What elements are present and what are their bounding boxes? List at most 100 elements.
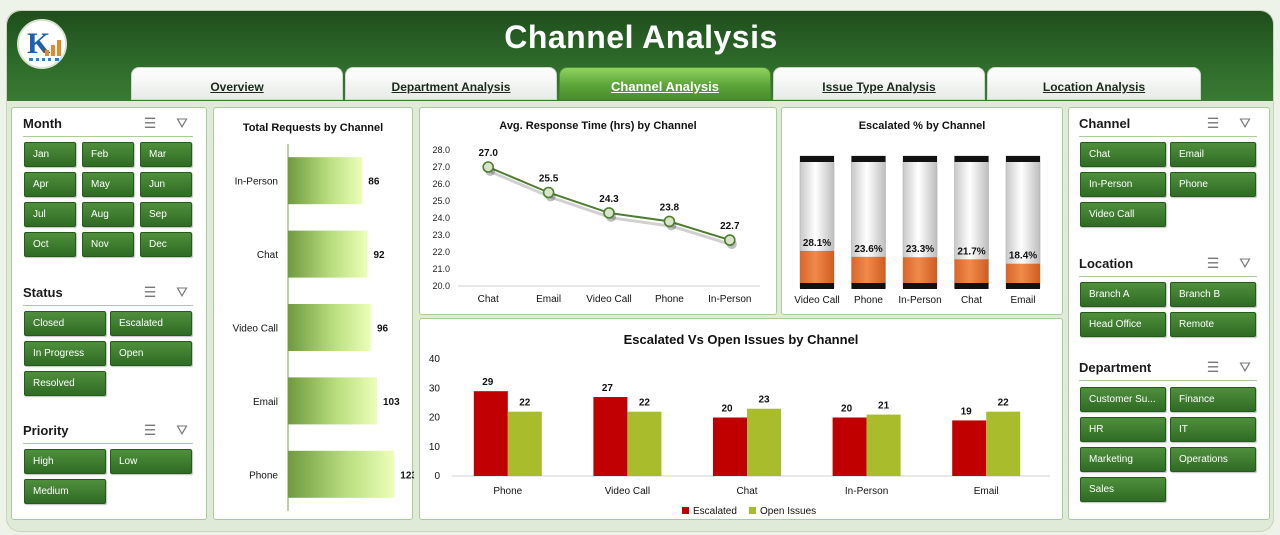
channel-chip[interactable]: Chat [1080, 142, 1166, 167]
category-label: In-Person [845, 486, 888, 497]
channel-chip[interactable]: Video Call [1080, 202, 1166, 227]
clear-filter-icon[interactable]: ⛛ [176, 115, 188, 131]
multi-select-icon[interactable]: ☰ [1206, 359, 1220, 375]
y-tick-label: 21.0 [432, 264, 450, 274]
month-chip[interactable]: Jun [140, 172, 192, 197]
data-label: 21 [878, 401, 890, 412]
clear-filter-icon[interactable]: ⛛ [1239, 115, 1251, 131]
category-label: Email [536, 294, 561, 305]
clear-filter-icon[interactable]: ⛛ [1239, 359, 1251, 375]
dashboard-frame: K Channel Analysis Overview Department A… [6, 10, 1274, 532]
multi-select-icon[interactable]: ☰ [143, 115, 157, 131]
multi-select-icon[interactable]: ☰ [1206, 255, 1220, 271]
department-chip[interactable]: Marketing [1080, 447, 1166, 472]
chart-title: Total Requests by Channel [242, 122, 384, 134]
multi-select-icon[interactable]: ☰ [1206, 115, 1220, 131]
tab-issue-type-analysis[interactable]: Issue Type Analysis [773, 67, 985, 100]
y-tick-label: 25.0 [432, 196, 450, 206]
category-label: Chat [961, 295, 982, 306]
month-chip[interactable]: Dec [140, 232, 192, 257]
data-label: 19 [961, 406, 973, 417]
data-label: 22 [639, 398, 651, 409]
department-chip[interactable]: IT [1170, 417, 1256, 442]
category-label: Phone [854, 295, 883, 306]
bar [986, 411, 1021, 476]
status-chip[interactable]: Closed [24, 311, 106, 336]
multi-select-icon[interactable]: ☰ [143, 422, 157, 438]
month-chip[interactable]: Nov [82, 232, 134, 257]
data-label: 23.3% [906, 244, 934, 255]
status-chip[interactable]: Open [110, 341, 192, 366]
bar [627, 411, 662, 476]
tab-location-analysis[interactable]: Location Analysis [987, 67, 1201, 100]
bar [866, 414, 901, 476]
data-label: 21.7% [957, 246, 985, 257]
bar-cap-bottom [1006, 283, 1040, 289]
header: K Channel Analysis Overview Department A… [7, 11, 1273, 101]
tab-department-analysis[interactable]: Department Analysis [345, 67, 557, 100]
legend-label: Escalated [693, 506, 737, 517]
month-chip[interactable]: Feb [82, 142, 134, 167]
priority-chip[interactable]: High [24, 449, 106, 474]
clear-filter-icon[interactable]: ⛛ [176, 284, 188, 300]
department-chip[interactable]: Finance [1170, 387, 1256, 412]
category-label: Phone [249, 470, 278, 481]
status-chip[interactable]: Resolved [24, 371, 106, 396]
month-chip[interactable]: Aug [82, 202, 134, 227]
clear-filter-icon[interactable]: ⛛ [176, 422, 188, 438]
data-label: 28.1% [803, 238, 831, 249]
department-chip[interactable]: Customer Su... [1080, 387, 1166, 412]
channel-slicer-title: Channel [1079, 116, 1131, 131]
month-chip[interactable]: Jul [24, 202, 76, 227]
tab-overview[interactable]: Overview [131, 67, 343, 100]
priority-chip[interactable]: Medium [24, 479, 106, 504]
avg-response-chart: 20.0 21.0 22.0 23.0 24.0 25.0 26.0 27.0 28.0 27.0… [432, 145, 760, 305]
month-chip[interactable]: Apr [24, 172, 76, 197]
y-tick-label: 24.0 [432, 213, 450, 223]
page-title: Channel Analysis [504, 19, 778, 55]
month-chip[interactable]: Oct [24, 232, 76, 257]
data-label: 27.0 [478, 148, 498, 159]
category-label: Video Call [794, 295, 839, 306]
left-slicer-panel: Month ☰ ⛛ Jan Feb Mar Apr May Jun Jul Au… [11, 107, 207, 520]
legend-swatch [749, 507, 756, 514]
bar [288, 157, 363, 205]
channel-chip[interactable]: Email [1170, 142, 1256, 167]
status-chip[interactable]: Escalated [110, 311, 192, 336]
month-slicer-title: Month [23, 116, 62, 131]
bar [851, 256, 886, 288]
bar [713, 417, 747, 476]
clear-filter-icon[interactable]: ⛛ [1239, 255, 1251, 271]
department-chip[interactable]: Operations [1170, 447, 1256, 472]
bar [288, 450, 395, 498]
department-chip[interactable]: HR [1080, 417, 1166, 442]
bar-cap-bottom [903, 283, 937, 289]
priority-chip[interactable]: Low [110, 449, 192, 474]
bar [288, 304, 371, 351]
department-slicer-title: Department [1079, 360, 1152, 375]
category-label: Chat [257, 250, 278, 261]
department-chip[interactable]: Sales [1080, 477, 1166, 502]
location-chip[interactable]: Head Office [1080, 312, 1166, 337]
location-chip[interactable]: Branch A [1080, 282, 1166, 307]
channel-chip[interactable]: In-Person [1080, 172, 1166, 197]
data-point [482, 161, 494, 173]
location-chip[interactable]: Branch B [1170, 282, 1256, 307]
data-point [542, 186, 555, 199]
tab-channel-analysis[interactable]: Channel Analysis [559, 67, 771, 100]
bar-cap-bottom [954, 283, 989, 289]
channel-chip[interactable]: Phone [1170, 172, 1256, 197]
status-slicer-title: Status [23, 285, 63, 300]
month-chip[interactable]: Sep [140, 202, 192, 227]
category-label: In-Person [898, 295, 941, 306]
multi-select-icon[interactable]: ☰ [143, 284, 157, 300]
category-label: Phone [493, 486, 522, 497]
data-point [603, 207, 615, 219]
bar [593, 397, 628, 476]
location-chip[interactable]: Remote [1170, 312, 1256, 337]
status-chip[interactable]: In Progress [24, 341, 106, 366]
month-chip[interactable]: Jan [24, 142, 76, 167]
month-chip[interactable]: May [82, 172, 134, 197]
month-chip[interactable]: Mar [140, 142, 192, 167]
